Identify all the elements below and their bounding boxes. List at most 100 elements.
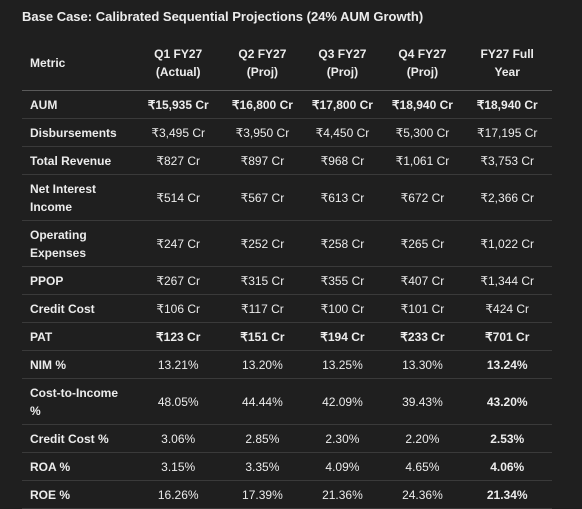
metric-label: Total Revenue [22, 146, 134, 175]
value-cell: ₹514 Cr [134, 174, 223, 221]
value-cell: 4.65% [382, 452, 463, 481]
value-cell: ₹267 Cr [134, 266, 223, 295]
value-cell: ₹258 Cr [302, 220, 383, 267]
value-cell: 13.25% [302, 350, 383, 379]
value-cell: ₹151 Cr [222, 322, 303, 351]
table-row: PPOP ₹267 Cr ₹315 Cr ₹355 Cr ₹407 Cr ₹1,344 C… [22, 266, 552, 295]
metric-label: Cost-to-Income % [22, 378, 134, 425]
table-row: Credit Cost ₹106 Cr ₹117 Cr ₹100 Cr ₹101 Cr ₹… [22, 294, 552, 323]
value-cell: 2.53% [462, 424, 552, 453]
value-cell: 13.30% [382, 350, 463, 379]
value-cell: ₹194 Cr [302, 322, 383, 351]
value-cell: 16.26% [134, 480, 223, 509]
value-cell: 13.20% [222, 350, 303, 379]
table-row: PAT ₹123 Cr ₹151 Cr ₹194 Cr ₹233 Cr ₹701 Cr [22, 322, 552, 351]
value-cell: ₹672 Cr [382, 174, 463, 221]
value-cell: 39.43% [382, 378, 463, 425]
value-cell: ₹1,344 Cr [462, 266, 552, 295]
value-cell: ₹5,300 Cr [382, 118, 463, 147]
value-cell: ₹355 Cr [302, 266, 383, 295]
metric-label: Credit Cost % [22, 424, 134, 453]
value-cell: ₹17,800 Cr [302, 90, 383, 119]
table-head: Metric Q1 FY27 (Actual) Q2 FY27 (Proj) Q3 F… [22, 36, 552, 91]
table-row: Total Revenue ₹827 Cr ₹897 Cr ₹968 Cr ₹1,061… [22, 146, 552, 175]
table-row: ROE % 16.26% 17.39% 21.36% 24.36% 21.34% [22, 480, 552, 509]
table-body: AUM ₹15,935 Cr ₹16,800 Cr ₹17,800 Cr ₹18,940… [22, 90, 552, 509]
value-cell: 3.15% [134, 452, 223, 481]
value-cell: 2.30% [302, 424, 383, 453]
column-header: Q4 FY27 (Proj) [382, 36, 463, 91]
table-row: ROA % 3.15% 3.35% 4.09% 4.65% 4.06% [22, 452, 552, 481]
value-cell: ₹265 Cr [382, 220, 463, 267]
metric-label: ROA % [22, 452, 134, 481]
value-cell: 43.20% [462, 378, 552, 425]
table-row: Net Interest Income ₹514 Cr ₹567 Cr ₹613 Cr… [22, 174, 552, 221]
value-cell: ₹15,935 Cr [134, 90, 223, 119]
value-cell: ₹252 Cr [222, 220, 303, 267]
value-cell: ₹701 Cr [462, 322, 552, 351]
value-cell: ₹233 Cr [382, 322, 463, 351]
table-title: Base Case: Calibrated Sequential Project… [22, 9, 424, 24]
value-cell: ₹18,940 Cr [462, 90, 552, 119]
value-cell: ₹3,753 Cr [462, 146, 552, 175]
column-header: Q2 FY27 (Proj) [222, 36, 303, 91]
value-cell: 13.21% [134, 350, 223, 379]
value-cell: 44.44% [222, 378, 303, 425]
value-cell: 2.85% [222, 424, 303, 453]
value-cell: ₹613 Cr [302, 174, 383, 221]
table-row: AUM ₹15,935 Cr ₹16,800 Cr ₹17,800 Cr ₹18,940… [22, 90, 552, 119]
value-cell: ₹106 Cr [134, 294, 223, 323]
table-row: Cost-to-Income % 48.05% 44.44% 42.09% 39.43%… [22, 378, 552, 425]
metric-label: PAT [22, 322, 134, 351]
value-cell: 2.20% [382, 424, 463, 453]
value-cell: ₹18,940 Cr [382, 90, 463, 119]
value-cell: ₹3,495 Cr [134, 118, 223, 147]
metric-label: NIM % [22, 350, 134, 379]
value-cell: ₹16,800 Cr [222, 90, 303, 119]
value-cell: 13.24% [462, 350, 552, 379]
value-cell: ₹3,950 Cr [222, 118, 303, 147]
value-cell: ₹247 Cr [134, 220, 223, 267]
value-cell: ₹424 Cr [462, 294, 552, 323]
value-cell: ₹968 Cr [302, 146, 383, 175]
metric-label: Credit Cost [22, 294, 134, 323]
value-cell: ₹407 Cr [382, 266, 463, 295]
value-cell: ₹315 Cr [222, 266, 303, 295]
header-row: Metric Q1 FY27 (Actual) Q2 FY27 (Proj) Q3 F… [22, 36, 552, 91]
table-row: NIM % 13.21% 13.20% 13.25% 13.30% 13.24% [22, 350, 552, 379]
value-cell: ₹567 Cr [222, 174, 303, 221]
column-header: FY27 Full Year [462, 36, 552, 91]
value-cell: 21.34% [462, 480, 552, 509]
value-cell: 48.05% [134, 378, 223, 425]
value-cell: 3.06% [134, 424, 223, 453]
value-cell: ₹117 Cr [222, 294, 303, 323]
value-cell: 4.06% [462, 452, 552, 481]
value-cell: 42.09% [302, 378, 383, 425]
value-cell: 3.35% [222, 452, 303, 481]
column-header: Q1 FY27 (Actual) [134, 36, 223, 91]
value-cell: 21.36% [302, 480, 383, 509]
metric-label: Net Interest Income [22, 174, 134, 221]
value-cell: ₹1,061 Cr [382, 146, 463, 175]
table-row: Operating Expenses ₹247 Cr ₹252 Cr ₹258 Cr ₹… [22, 220, 552, 267]
value-cell: ₹897 Cr [222, 146, 303, 175]
value-cell: ₹4,450 Cr [302, 118, 383, 147]
value-cell: ₹123 Cr [134, 322, 223, 351]
metric-label: AUM [22, 90, 134, 119]
projection-table: Metric Q1 FY27 (Actual) Q2 FY27 (Proj) Q3 F… [22, 36, 552, 509]
column-header: Metric [22, 36, 134, 91]
column-header: Q3 FY27 (Proj) [302, 36, 383, 91]
value-cell: ₹17,195 Cr [462, 118, 552, 147]
metric-label: Operating Expenses [22, 220, 134, 267]
value-cell: 4.09% [302, 452, 383, 481]
table-row: Credit Cost % 3.06% 2.85% 2.30% 2.20% 2.53% [22, 424, 552, 453]
value-cell: 24.36% [382, 480, 463, 509]
value-cell: ₹2,366 Cr [462, 174, 552, 221]
value-cell: ₹1,022 Cr [462, 220, 552, 267]
value-cell: ₹101 Cr [382, 294, 463, 323]
metric-label: ROE % [22, 480, 134, 509]
table-row: Disbursements ₹3,495 Cr ₹3,950 Cr ₹4,450 Cr… [22, 118, 552, 147]
metric-label: Disbursements [22, 118, 134, 147]
value-cell: ₹100 Cr [302, 294, 383, 323]
